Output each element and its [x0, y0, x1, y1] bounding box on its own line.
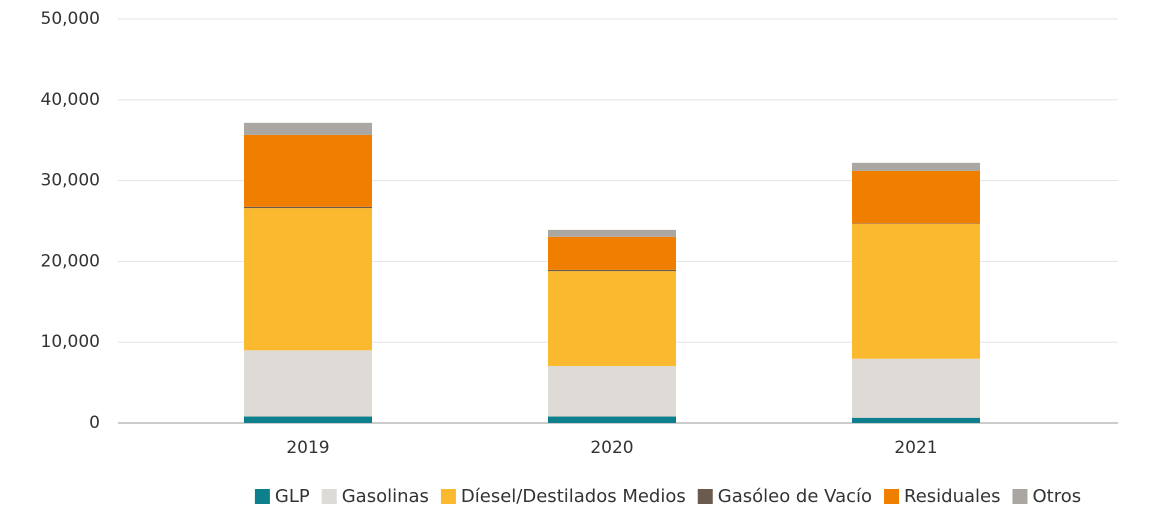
y-tick-label: 20,000: [41, 251, 100, 271]
bar-segment: [852, 417, 980, 423]
x-tick-label: 2019: [286, 438, 329, 458]
legend-swatch: [440, 489, 456, 504]
y-tick-label: 10,000: [41, 332, 100, 352]
bar-segment: [244, 208, 372, 351]
bar-segment: [852, 162, 980, 171]
bar-segment: [548, 236, 676, 270]
bar-segment: [548, 366, 676, 417]
legend-label: Díesel/Destilados Medios: [461, 486, 686, 507]
bar-segment: [244, 206, 372, 209]
bar-segment: [548, 271, 676, 367]
legend-swatch: [884, 489, 900, 504]
legend-swatch: [254, 489, 270, 504]
y-tick-label: 30,000: [41, 171, 100, 191]
x-tick-label: 2021: [894, 438, 937, 458]
bar-segment: [244, 134, 372, 207]
bar-segment: [852, 170, 980, 224]
bar-segment: [244, 416, 372, 423]
legend-label: GLP: [275, 486, 310, 507]
bar-segment: [244, 350, 372, 417]
legend-label: Residuales: [904, 486, 1000, 507]
bar-segment: [852, 223, 980, 359]
x-tick-label: 2020: [590, 438, 633, 458]
legend-label: Gasolinas: [342, 486, 429, 507]
legend-label: Gasóleo de Vacío: [718, 486, 872, 507]
y-tick-label: 40,000: [41, 90, 100, 110]
bar-segment: [548, 269, 676, 272]
bar-segment: [548, 229, 676, 237]
bar-segment: [244, 122, 372, 135]
legend-swatch: [697, 489, 713, 504]
bar-segment: [852, 358, 980, 418]
legend-label: Otros: [1032, 486, 1081, 507]
y-tick-label: 0: [89, 413, 100, 433]
y-tick-label: 50,000: [41, 9, 100, 29]
legend-swatch: [321, 489, 337, 504]
legend-swatch: [1012, 489, 1028, 504]
legend: GLP Gasolinas Díesel/Destilados Medios Gasó…: [254, 486, 1081, 507]
bar-segment: [548, 416, 676, 423]
